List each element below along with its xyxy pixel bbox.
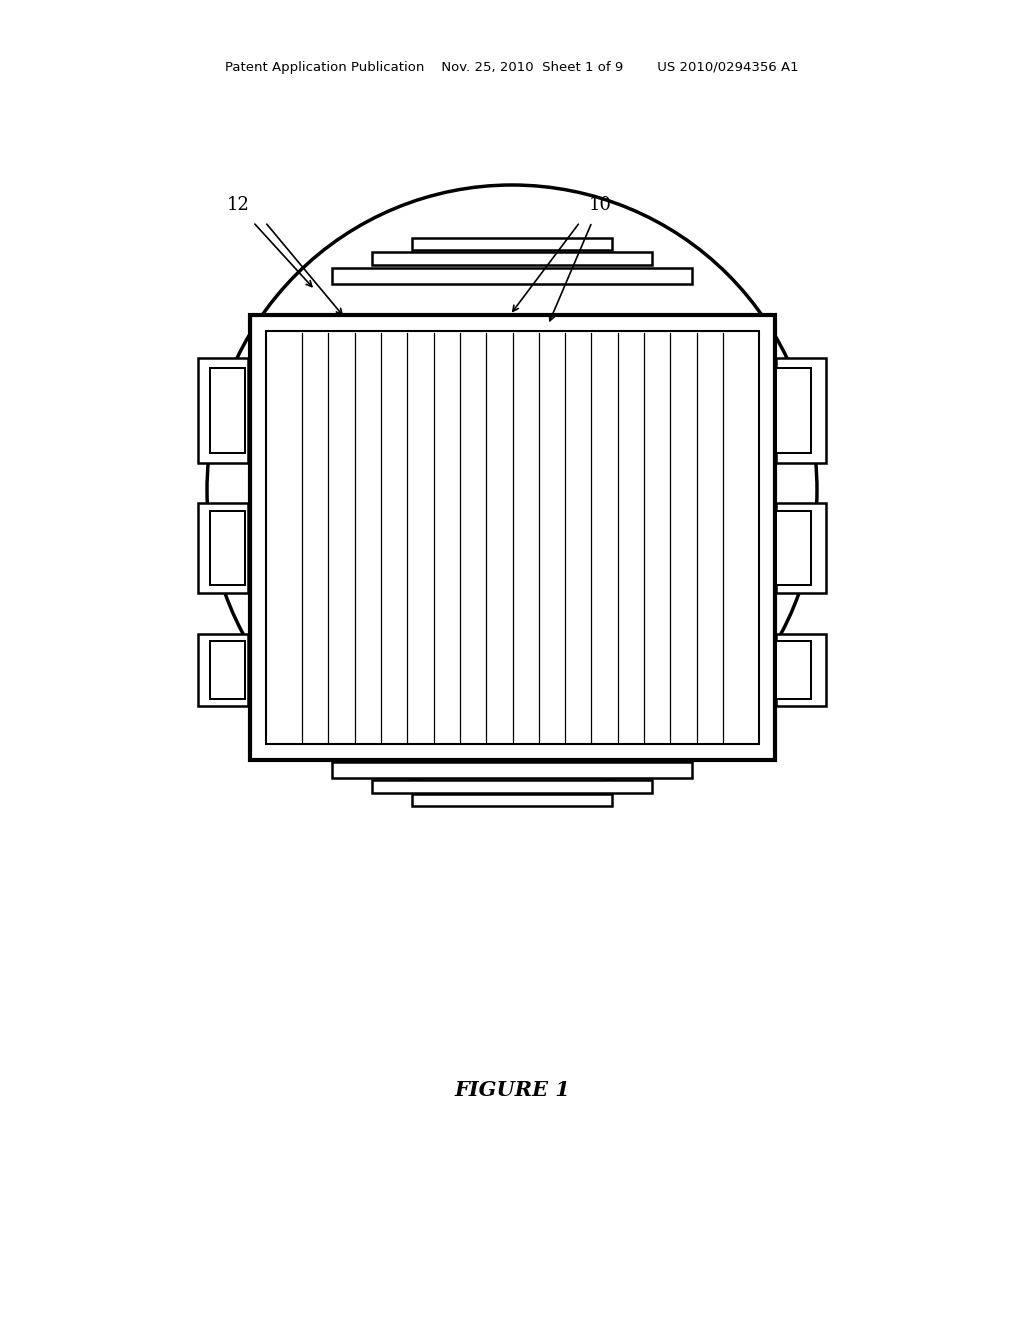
Bar: [412, 238, 612, 249]
Bar: [412, 795, 612, 807]
Bar: [266, 331, 759, 744]
Bar: [198, 634, 248, 706]
Bar: [198, 358, 248, 463]
Text: FIGURE 1: FIGURE 1: [454, 1080, 570, 1100]
Text: Patent Application Publication    Nov. 25, 2010  Sheet 1 of 9        US 2010/029: Patent Application Publication Nov. 25, …: [225, 62, 799, 74]
Bar: [210, 642, 245, 700]
Bar: [776, 358, 826, 463]
Bar: [372, 252, 652, 265]
Bar: [250, 315, 775, 760]
Bar: [372, 780, 652, 793]
Bar: [776, 368, 811, 453]
Bar: [776, 642, 811, 700]
Bar: [210, 511, 245, 585]
Bar: [332, 268, 692, 284]
Bar: [210, 368, 245, 453]
Bar: [198, 503, 248, 593]
Bar: [776, 634, 826, 706]
Bar: [776, 503, 826, 593]
Text: 12: 12: [226, 195, 250, 214]
Bar: [332, 762, 692, 777]
Bar: [776, 511, 811, 585]
Text: 10: 10: [589, 195, 611, 214]
